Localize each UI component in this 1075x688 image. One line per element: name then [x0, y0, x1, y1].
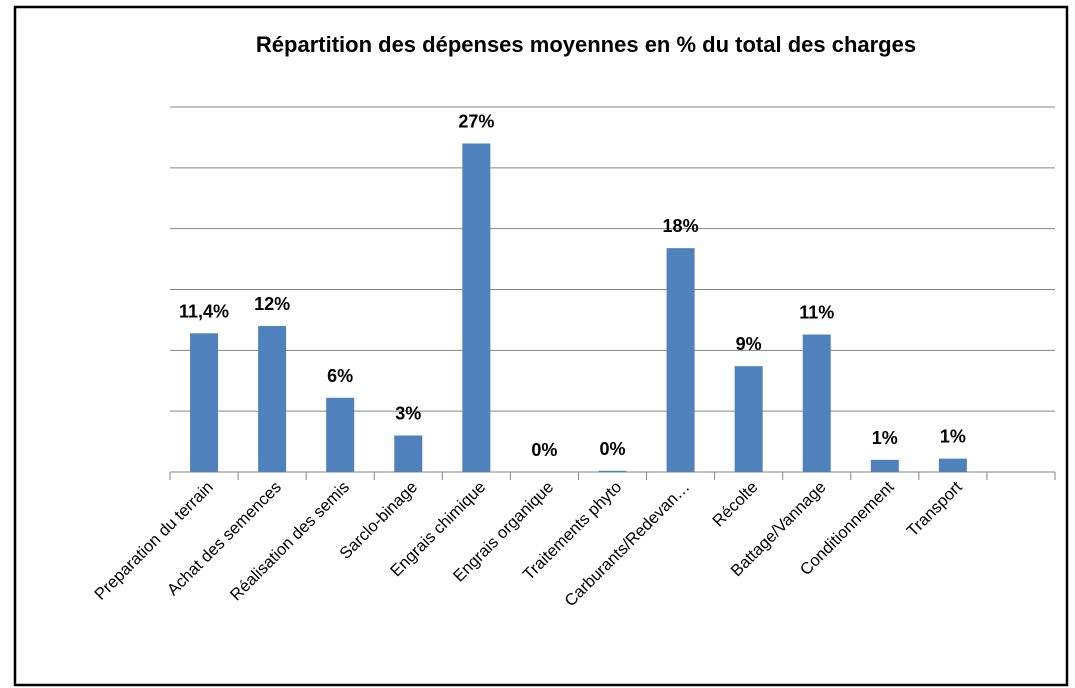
chart-title: Répartition des dépenses moyennes en % d…: [256, 32, 916, 57]
data-label: 9%: [736, 334, 762, 354]
bar: [326, 397, 355, 472]
bar: [394, 435, 423, 472]
bar: [802, 334, 831, 472]
data-label: 1%: [940, 427, 966, 447]
bar: [190, 333, 219, 472]
bar: [258, 326, 287, 472]
bar: [870, 459, 899, 472]
data-label: 11,4%: [179, 301, 229, 321]
bar: [938, 458, 967, 472]
bar: [598, 470, 627, 472]
data-label: 6%: [327, 366, 353, 386]
bar: [462, 143, 491, 472]
data-label: 27%: [458, 112, 494, 132]
data-label: 3%: [395, 404, 421, 424]
data-label: 18%: [663, 216, 699, 236]
data-label: 11%: [799, 303, 834, 323]
data-label: 12%: [254, 294, 290, 314]
data-label: 0%: [531, 440, 557, 460]
bar: [734, 366, 763, 472]
bar: [666, 248, 695, 472]
data-label: 1%: [872, 428, 898, 448]
data-label: 0%: [599, 439, 625, 459]
